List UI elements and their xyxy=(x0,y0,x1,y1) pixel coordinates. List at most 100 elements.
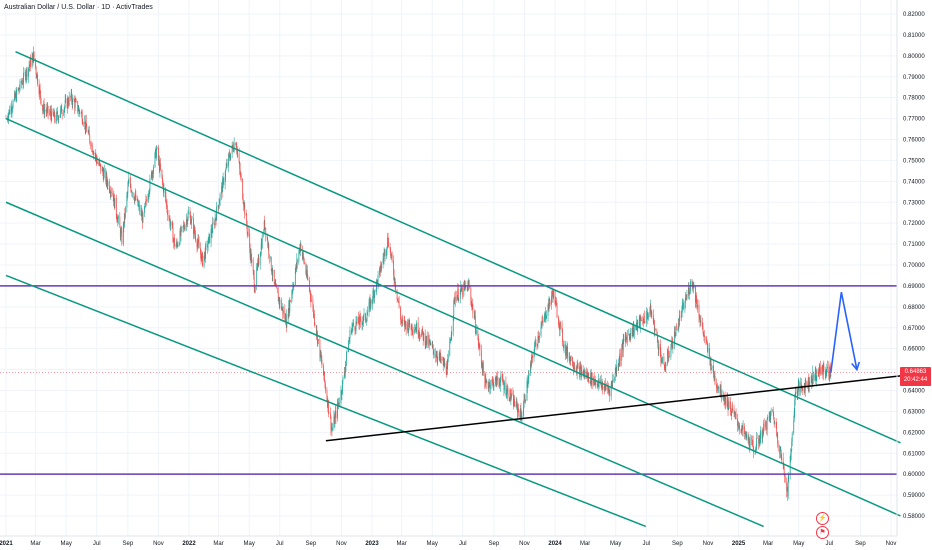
candle xyxy=(46,108,48,113)
lightning-icon[interactable]: ⚡ xyxy=(816,512,829,525)
candle xyxy=(226,163,228,168)
candle xyxy=(428,335,430,346)
candle xyxy=(650,312,652,315)
candle xyxy=(411,324,413,330)
candle xyxy=(688,287,690,295)
candle xyxy=(314,323,316,326)
candle xyxy=(686,293,688,299)
candle xyxy=(107,181,109,186)
candle xyxy=(450,334,452,341)
candle xyxy=(412,331,414,332)
candle xyxy=(348,340,350,344)
candle xyxy=(209,234,210,243)
candle xyxy=(436,355,438,359)
candle xyxy=(221,185,223,193)
candle xyxy=(268,254,270,259)
candle xyxy=(738,425,740,428)
candle xyxy=(71,101,73,105)
candle xyxy=(323,371,325,381)
candle xyxy=(631,328,633,336)
candle xyxy=(263,232,265,236)
candle xyxy=(524,395,526,402)
candle xyxy=(18,88,20,90)
candle xyxy=(731,407,733,413)
candle xyxy=(305,273,307,276)
candle xyxy=(818,373,820,374)
candle xyxy=(643,315,645,323)
candle xyxy=(689,290,691,293)
candle xyxy=(73,97,75,102)
candle xyxy=(313,313,315,315)
candle xyxy=(270,256,272,259)
candle xyxy=(347,351,349,353)
candle xyxy=(402,319,404,321)
candle xyxy=(573,367,575,370)
candle xyxy=(815,369,817,381)
candle xyxy=(40,98,42,105)
candle xyxy=(749,438,751,448)
candle xyxy=(696,303,698,309)
candle xyxy=(727,399,728,407)
candle xyxy=(31,57,33,68)
candle xyxy=(398,301,400,302)
candle xyxy=(773,418,775,424)
candle xyxy=(769,415,771,417)
candle xyxy=(504,382,505,391)
candle xyxy=(482,363,484,373)
candle xyxy=(692,282,693,288)
candle xyxy=(54,111,56,120)
candle xyxy=(42,109,44,111)
candle xyxy=(735,413,737,419)
candle xyxy=(739,425,740,429)
candle xyxy=(481,365,483,372)
candle xyxy=(759,437,761,444)
candle xyxy=(187,219,188,225)
candle xyxy=(193,218,194,234)
candle xyxy=(197,239,199,244)
candle xyxy=(246,215,248,225)
candle xyxy=(660,352,662,362)
y-tick-label: 0.76000 xyxy=(903,138,925,144)
candle xyxy=(337,402,338,419)
candle xyxy=(453,300,455,316)
candle xyxy=(645,311,647,323)
candle xyxy=(621,343,623,349)
candle xyxy=(458,298,460,300)
candle xyxy=(11,109,13,112)
candle xyxy=(35,58,36,68)
candle xyxy=(410,326,412,330)
candle xyxy=(720,384,722,397)
candle xyxy=(759,439,761,444)
candle xyxy=(56,112,58,122)
candle xyxy=(485,381,487,382)
candle xyxy=(29,65,30,67)
candle xyxy=(117,218,119,223)
candle xyxy=(787,487,789,497)
candle xyxy=(598,378,600,383)
flag-icon[interactable]: ⚑ xyxy=(816,526,829,539)
candle xyxy=(746,433,747,438)
candle xyxy=(618,363,620,367)
candle xyxy=(752,441,754,447)
candle xyxy=(804,379,806,391)
candle xyxy=(18,88,19,90)
candle xyxy=(790,454,792,457)
candle xyxy=(126,193,128,196)
candle xyxy=(81,112,83,123)
candle xyxy=(120,231,122,233)
candle xyxy=(533,352,535,358)
candle xyxy=(474,315,476,331)
candle xyxy=(89,135,91,143)
candle xyxy=(563,345,564,349)
candle xyxy=(126,195,128,208)
candle xyxy=(815,378,817,381)
candle xyxy=(807,383,809,387)
candle xyxy=(477,335,479,345)
candle xyxy=(344,371,346,373)
candle xyxy=(103,169,105,173)
candle xyxy=(530,363,531,373)
chart-title: Australian Dollar / U.S. Dollar · 1D · A… xyxy=(4,4,153,11)
y-tick-label: 0.68000 xyxy=(903,305,925,311)
candle xyxy=(485,378,487,382)
